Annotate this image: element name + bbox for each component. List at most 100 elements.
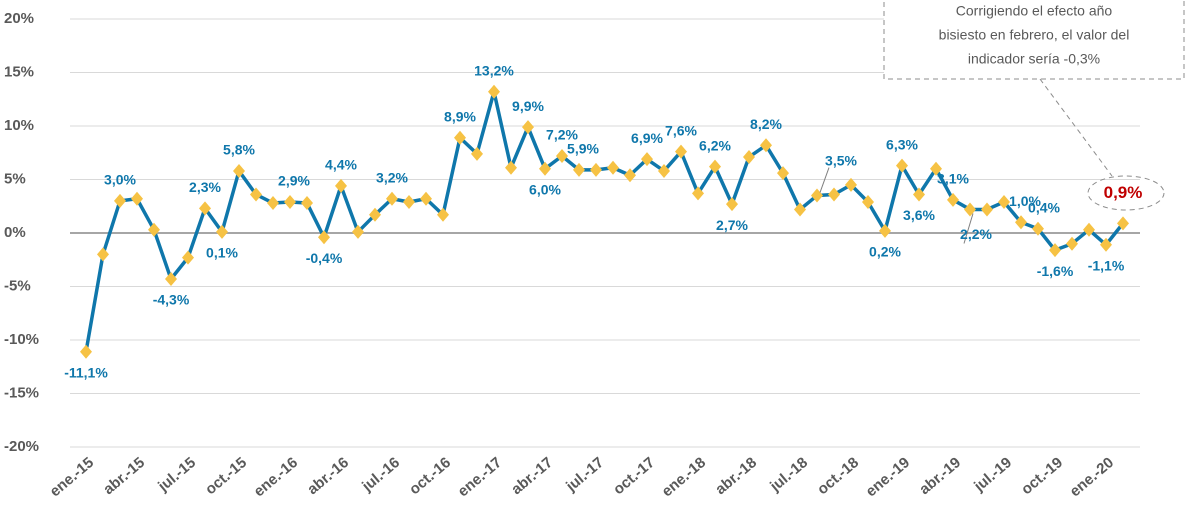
x-tick-label: ene.-15 (47, 454, 98, 500)
x-tick-label: abr.-16 (304, 454, 352, 498)
data-marker (488, 84, 500, 99)
x-tick-label: oct.-16 (406, 454, 454, 498)
data-label: 3,2% (376, 169, 408, 185)
y-tick-label: -5% (4, 277, 31, 294)
y-tick-label: 5% (4, 170, 26, 187)
data-marker (998, 194, 1010, 209)
data-marker (1015, 215, 1027, 230)
data-marker (335, 178, 347, 193)
x-tick-label: oct.-19 (1018, 454, 1066, 498)
data-marker (352, 224, 364, 239)
data-label: 2,3% (189, 179, 221, 195)
data-marker (97, 247, 109, 262)
data-marker (114, 193, 126, 208)
data-marker (862, 194, 874, 209)
x-tick-label: jul.-16 (358, 454, 403, 496)
y-tick-label: 0% (4, 224, 26, 241)
x-tick-label: ene.-17 (455, 454, 506, 500)
data-marker (165, 272, 177, 287)
data-marker (216, 224, 228, 239)
data-label: 3,1% (937, 171, 969, 187)
data-label: 0,1% (206, 245, 238, 261)
data-marker (437, 207, 449, 222)
data-marker (182, 250, 194, 265)
y-tick-label: -15% (4, 384, 39, 401)
data-label: 0,4% (1028, 199, 1060, 215)
x-tick-label: ene.-20 (1067, 454, 1118, 500)
data-marker (794, 202, 806, 217)
data-label: 0,2% (869, 244, 901, 260)
data-label: -11,1% (64, 364, 108, 380)
data-marker (250, 187, 262, 202)
data-marker (896, 158, 908, 173)
x-tick-label: ene.-19 (863, 454, 914, 500)
x-tick-label: ene.-16 (251, 454, 302, 500)
data-label: 4,4% (325, 157, 357, 173)
data-marker (267, 196, 279, 211)
data-marker (1049, 243, 1061, 258)
data-marker (573, 162, 585, 177)
data-label: -4,3% (153, 292, 190, 308)
highlight-ellipse (1087, 175, 1165, 211)
label-leader (963, 213, 974, 244)
data-marker (318, 230, 330, 245)
data-label: 0,9% (1104, 183, 1143, 202)
data-marker (1066, 236, 1078, 251)
y-tick-label: -10% (4, 331, 39, 348)
data-line (84, 90, 1125, 353)
data-label: 1,0% (1009, 193, 1041, 209)
data-marker (522, 120, 534, 135)
data-marker (845, 177, 857, 192)
data-marker (726, 197, 738, 212)
data-label: -1,6% (1037, 263, 1074, 279)
data-label: 2,7% (716, 217, 748, 233)
data-marker (607, 160, 619, 175)
data-marker (930, 161, 942, 176)
data-marker (760, 138, 772, 153)
data-marker (454, 130, 466, 145)
x-tick-label: abr.-18 (712, 454, 760, 498)
data-marker (947, 192, 959, 207)
data-label: 2,9% (278, 173, 310, 189)
data-label: 8,2% (750, 116, 782, 132)
data-label: 7,2% (546, 127, 578, 143)
data-label: 5,9% (567, 141, 599, 157)
data-marker (539, 161, 551, 176)
data-marker (1117, 216, 1129, 231)
y-tick-label: 20% (4, 10, 34, 27)
annotation-text: Corrigiendo el efecto año (956, 3, 1113, 19)
data-label: 9,9% (512, 98, 544, 114)
x-tick-label: abr.-19 (916, 454, 964, 498)
x-tick-label: oct.-15 (202, 454, 250, 498)
data-marker (1100, 237, 1112, 252)
y-tick-label: -20% (4, 438, 39, 455)
data-marker (1032, 221, 1044, 236)
annotation-box (883, 0, 1185, 80)
data-marker (386, 191, 398, 206)
data-marker (590, 162, 602, 177)
data-label: -1,1% (1088, 257, 1125, 273)
data-marker (131, 191, 143, 206)
data-marker (964, 202, 976, 217)
data-marker (709, 159, 721, 174)
data-marker (624, 168, 636, 183)
x-tick-label: jul.-17 (562, 454, 607, 496)
data-label: 13,2% (474, 62, 514, 78)
x-tick-label: abr.-17 (508, 454, 556, 498)
data-marker (675, 144, 687, 159)
data-label: 6,9% (631, 130, 663, 146)
data-marker (471, 146, 483, 161)
annotation-text: indicador sería -0,3% (968, 51, 1100, 67)
x-tick-label: oct.-18 (814, 454, 862, 498)
data-label: 3,6% (903, 207, 935, 223)
data-marker (403, 194, 415, 209)
data-marker (828, 187, 840, 202)
data-marker (879, 223, 891, 238)
data-label: 3,0% (104, 172, 136, 188)
data-marker (199, 201, 211, 216)
label-leader (819, 167, 830, 193)
data-marker (369, 207, 381, 222)
x-tick-label: abr.-15 (100, 454, 148, 498)
data-label: 2,2% (960, 226, 992, 242)
